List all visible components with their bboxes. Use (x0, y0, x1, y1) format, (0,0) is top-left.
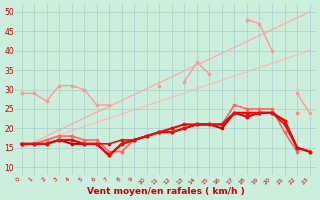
X-axis label: Vent moyen/en rafales ( km/h ): Vent moyen/en rafales ( km/h ) (87, 187, 244, 196)
